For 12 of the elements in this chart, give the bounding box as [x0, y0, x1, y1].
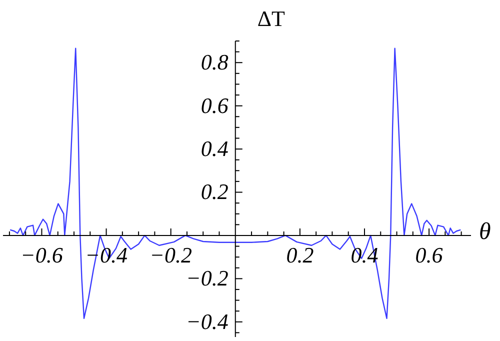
x-tick-label: 0.6 [415, 242, 443, 268]
y-tick-label: −0.4 [186, 308, 228, 334]
x-tick-label: 0.2 [286, 242, 314, 268]
y-tick-label: 0.6 [200, 92, 228, 118]
x-tick-label: −0.6 [20, 242, 63, 268]
y-tick-label: 0.8 [200, 50, 228, 75]
x-tick-label: −0.2 [150, 242, 192, 268]
x-axis-title: θ [479, 219, 491, 246]
y-tick-label: −0.2 [186, 266, 228, 291]
y-tick-label: 0.4 [200, 136, 228, 162]
y-axis-title: ΔT [257, 6, 285, 32]
y-tick-label: 0.2 [200, 179, 228, 204]
